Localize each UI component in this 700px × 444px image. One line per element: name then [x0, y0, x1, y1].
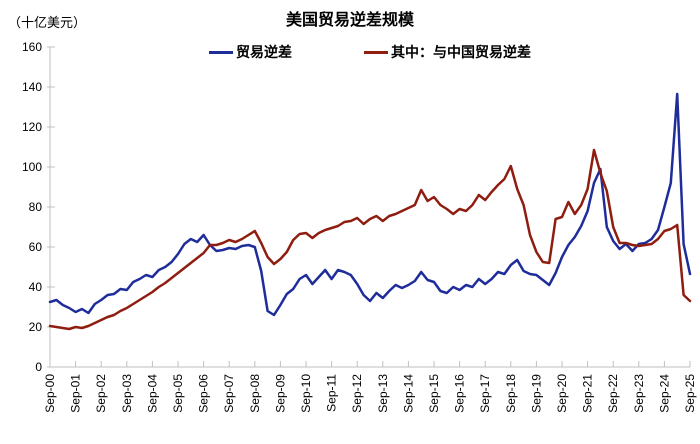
x-tick-label: Sep-25	[683, 374, 697, 413]
x-tick-label: Sep-09	[273, 374, 287, 413]
x-tick-label: Sep-13	[376, 374, 390, 413]
x-tick-label: Sep-14	[401, 374, 415, 413]
y-tick-label: 20	[29, 320, 43, 334]
x-tick-label: Sep-02	[94, 374, 108, 413]
chart-title: 美国贸易逆差规模	[285, 12, 414, 29]
y-tick-label: 120	[22, 120, 42, 134]
x-tick-label: Sep-08	[248, 374, 262, 413]
x-tick-label: Sep-07	[222, 374, 236, 413]
y-tick-label: 100	[22, 160, 42, 174]
x-tick-label: Sep-04	[145, 374, 159, 413]
x-tick-label: Sep-05	[171, 374, 185, 413]
x-tick-label: Sep-06	[197, 374, 211, 413]
legend-line-swatch-china	[364, 50, 388, 54]
legend: 贸易逆差 其中：与中国贸易逆差	[50, 43, 690, 61]
x-tick-label: Sep-23	[632, 374, 646, 413]
series-china-deficit-line	[48, 148, 692, 331]
series-total-deficit-line	[48, 92, 692, 317]
x-tick-label: Sep-11	[325, 374, 339, 412]
y-tick-label: 160	[22, 40, 42, 54]
x-tick-label: Sep-15	[427, 374, 441, 413]
x-tick-label: Sep-19	[529, 374, 543, 413]
x-tick-label: Sep-24	[657, 374, 671, 413]
legend-item-china-deficit: 其中：与中国贸易逆差	[364, 42, 531, 62]
x-tick-label: Sep-00	[43, 374, 57, 413]
x-tick-label: Sep-21	[581, 374, 595, 413]
x-tick-label: Sep-01	[69, 374, 83, 413]
legend-label-china: 其中：与中国贸易逆差	[391, 44, 531, 60]
x-tick-label: Sep-10	[299, 374, 313, 413]
y-axis-unit-label: （十亿美元）	[8, 15, 87, 30]
x-tick-label: Sep-03	[120, 374, 134, 413]
x-tick-label: Sep-20	[555, 374, 569, 413]
y-tick-label: 40	[29, 280, 43, 294]
legend-line-swatch-total	[209, 50, 233, 54]
x-tick-label: Sep-22	[606, 374, 620, 413]
x-tick-label: Sep-16	[453, 374, 467, 413]
x-tick-label: Sep-12	[350, 374, 364, 413]
legend-item-total-deficit: 贸易逆差	[209, 42, 292, 62]
x-tick-label: Sep-17	[478, 374, 492, 413]
legend-label-total: 贸易逆差	[236, 44, 292, 60]
y-tick-label: 80	[29, 200, 43, 214]
y-tick-label: 140	[22, 80, 42, 94]
y-tick-label: 60	[29, 240, 43, 254]
y-tick-label: 0	[35, 360, 42, 374]
x-tick-label: Sep-18	[504, 374, 518, 413]
